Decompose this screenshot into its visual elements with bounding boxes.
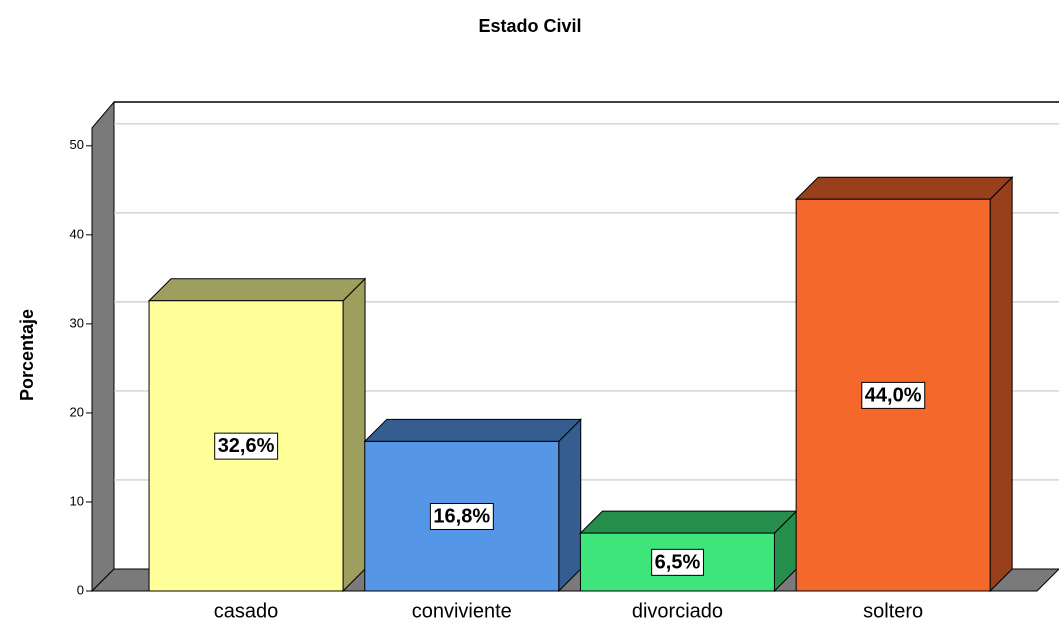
- value-label-box: [861, 381, 926, 409]
- bar-top: [579, 510, 798, 534]
- value-label-text: 16,8%: [433, 505, 490, 527]
- value-label: 44,0%: [861, 381, 926, 409]
- value-label-box: [429, 502, 494, 530]
- value-label: 32,6%: [214, 432, 279, 460]
- bar-top: [147, 278, 367, 302]
- chart-title: Estado Civil: [478, 16, 581, 36]
- bar-side: [989, 176, 1013, 593]
- y-tick-label: 30: [70, 315, 84, 330]
- bar-top: [794, 176, 1014, 200]
- y-tick-label: 10: [70, 493, 84, 508]
- left-wall: [91, 100, 115, 593]
- x-tick-label: conviviente: [412, 600, 512, 622]
- value-label-text: 32,6%: [218, 435, 275, 457]
- bar-side: [558, 418, 582, 593]
- y-tick-label: 40: [70, 226, 84, 241]
- value-label: 16,8%: [429, 502, 494, 530]
- value-label-box: [651, 548, 704, 576]
- value-label-text: 44,0%: [865, 384, 922, 406]
- value-label-box: [214, 432, 279, 460]
- bar-top: [363, 418, 582, 442]
- y-tick-label: 0: [77, 582, 84, 597]
- y-tick-label: 50: [70, 137, 84, 152]
- y-axis-label: Porcentaje: [17, 309, 37, 401]
- x-tick-label: soltero: [863, 600, 923, 622]
- x-tick-label: casado: [214, 600, 279, 622]
- x-tick-label: divorciado: [632, 600, 723, 622]
- value-label: 6,5%: [651, 548, 704, 576]
- y-tick-label: 20: [70, 404, 84, 419]
- value-label-text: 6,5%: [655, 551, 701, 573]
- bar-side: [342, 277, 366, 593]
